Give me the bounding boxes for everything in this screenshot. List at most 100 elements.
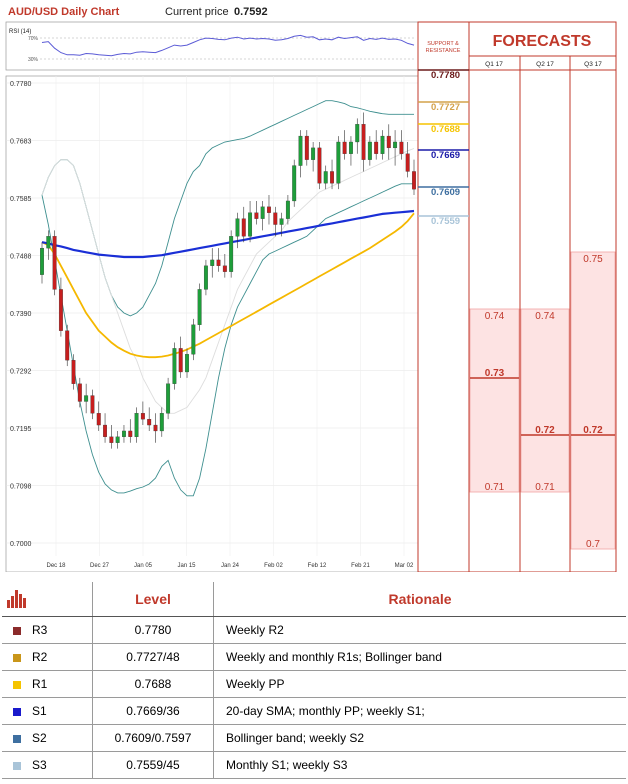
sr-level-label: 0.7559 [431, 216, 460, 227]
level-swatch [2, 616, 32, 644]
candle [267, 195, 271, 225]
candle [380, 130, 385, 160]
candle [361, 112, 366, 172]
sr-level-label: 0.7609 [431, 187, 460, 198]
chart-svg: AUD/USD Daily Chart Current price 0.7592… [5, 6, 617, 573]
level-rationale: Weekly R2 [213, 616, 626, 644]
table-row: S3 0.7559/45 Monthly S1; weekly S3 [2, 751, 626, 779]
candle [292, 159, 297, 207]
current-price-value: 0.7592 [234, 6, 268, 18]
candle [52, 230, 57, 296]
candle [153, 413, 158, 443]
forecast-col-q2: Q2 17 [536, 61, 554, 68]
level-swatch [2, 643, 32, 671]
x-tick-label: Mar 02 [395, 563, 414, 569]
forecasts-title: FORECASTS [493, 33, 592, 50]
level-value: 0.7669/36 [92, 697, 214, 725]
table-row: R1 0.7688 Weekly PP [2, 670, 626, 698]
levels-table-header: Level Rationale [2, 582, 626, 617]
forecast-value: 0.72 [583, 425, 603, 436]
table-row: R2 0.7727/48 Weekly and monthly R1s; Bolli… [2, 643, 626, 671]
forecast-value: 0.72 [535, 425, 555, 436]
x-tick-label: Dec 18 [46, 563, 66, 569]
candle [342, 130, 347, 160]
level-swatch [2, 751, 32, 779]
x-tick-label: Jan 05 [134, 563, 153, 569]
level-swatch [2, 697, 32, 725]
candle [311, 141, 316, 172]
rsi-lower-label: 30% [28, 57, 39, 63]
table-row: S1 0.7669/36 20-day SMA; monthly PP; weekl… [2, 697, 626, 725]
candle [122, 425, 126, 443]
candle [147, 407, 152, 431]
candle [58, 277, 63, 337]
forecast-value: 0.73 [485, 368, 505, 379]
candle [172, 342, 177, 390]
y-tick-label: 0.7390 [10, 311, 32, 318]
level-key: R1 [32, 670, 93, 698]
candle [260, 200, 265, 231]
forecast-value: 0.75 [583, 254, 603, 265]
level-key: R3 [32, 616, 93, 644]
candle [166, 377, 171, 420]
level-rationale: Bollinger band; weekly S2 [213, 724, 626, 752]
candle [185, 348, 189, 378]
candle [71, 354, 76, 390]
level-key: R2 [32, 643, 93, 671]
rsi-label: RSI (14) [9, 29, 31, 35]
candle [399, 130, 404, 160]
forecast-value: 0.71 [535, 482, 555, 493]
candle [77, 377, 82, 408]
forecast-col-q1: Q1 17 [485, 61, 503, 68]
candle [216, 248, 221, 272]
candle [273, 206, 278, 237]
candle [109, 425, 114, 449]
candle [241, 206, 246, 243]
y-tick-label: 0.7683 [10, 139, 32, 146]
levels-header-blank [32, 582, 93, 617]
level-key: S3 [32, 751, 93, 779]
candle [405, 141, 410, 178]
candle [348, 136, 353, 166]
bar-chart-icon [2, 582, 32, 617]
candle [46, 230, 51, 260]
sr-level-label: 0.7669 [431, 150, 460, 161]
table-row: R3 0.7780 Weekly R2 [2, 616, 626, 644]
x-tick-label: Feb 12 [308, 563, 327, 569]
level-rationale: Monthly S1; weekly S3 [213, 751, 626, 779]
sma200-line [41, 209, 415, 259]
candle [367, 136, 372, 166]
candle [222, 254, 227, 278]
candle [317, 141, 322, 190]
candle [140, 401, 145, 426]
x-tick-label: Feb 21 [351, 563, 370, 569]
candle [298, 130, 303, 178]
level-rationale: Weekly PP [213, 670, 626, 698]
forecast-value: 0.74 [485, 311, 505, 322]
candle [115, 430, 120, 449]
forecast-value: 0.74 [535, 311, 555, 322]
y-tick-label: 0.7780 [10, 81, 32, 88]
sma50-line [41, 212, 415, 359]
candle [40, 242, 44, 284]
level-swatch [2, 724, 32, 752]
aud-usd-chart-area: AUD/USD Daily Chart Current price 0.7592… [5, 6, 617, 573]
level-rationale: Weekly and monthly R1s; Bollinger band [213, 643, 626, 671]
candle [203, 259, 208, 296]
level-swatch [2, 670, 32, 698]
sr-level-label: 0.7780 [431, 70, 460, 81]
forecast-range [570, 251, 616, 550]
levels-table-container: Level Rationale R3 0.7780 Weekly R2 R2 0.772… [0, 582, 628, 780]
candle [103, 413, 108, 443]
candle [210, 248, 215, 278]
x-tick-label: Dec 27 [90, 563, 110, 569]
level-value: 0.7609/0.7597 [92, 724, 214, 752]
forecast-value: 0.7 [586, 539, 600, 550]
candle [330, 159, 334, 190]
candle [336, 136, 341, 190]
sr-label-line1: SUPPORT & [427, 41, 459, 47]
candle [178, 336, 183, 378]
forecast-range [520, 308, 570, 493]
level-value: 0.7688 [92, 670, 214, 698]
level-key: S2 [32, 724, 93, 752]
